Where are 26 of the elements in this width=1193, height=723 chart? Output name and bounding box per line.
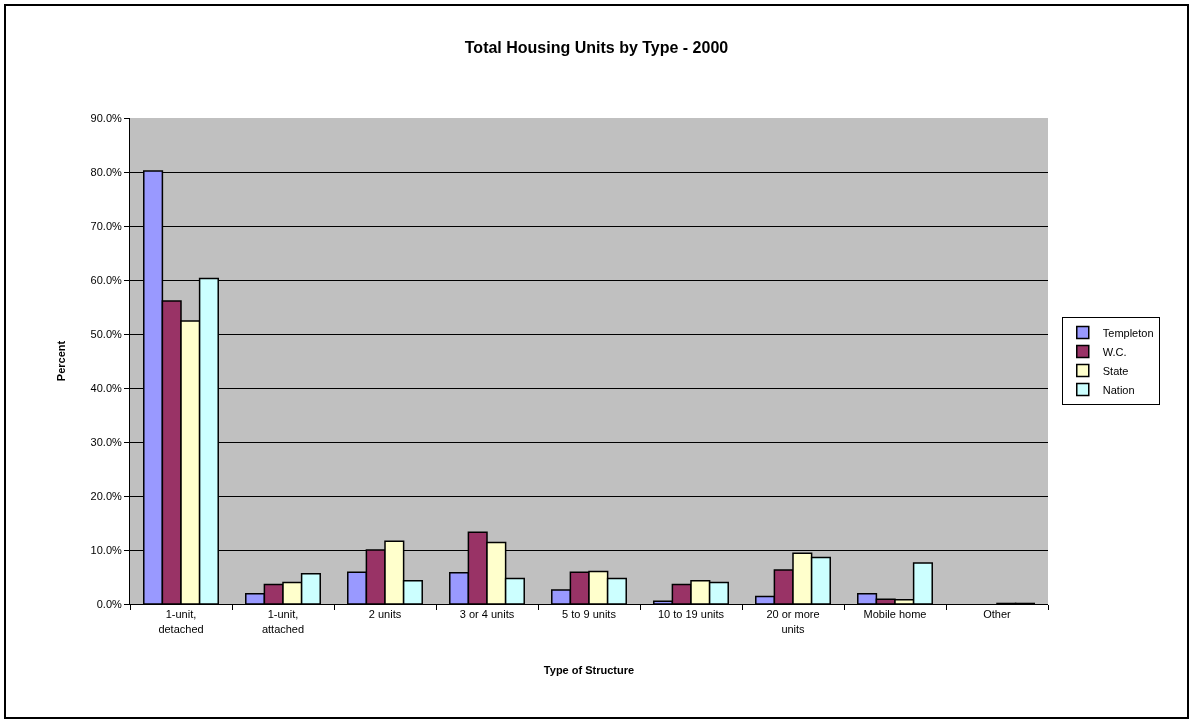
x-tick-label: 2 units (368, 608, 402, 621)
x-tick-label: 10 to 19 units (657, 608, 725, 621)
chart-title: Total Housing Units by Type - 2000 (464, 38, 729, 56)
legend-label: Nation (1102, 383, 1135, 396)
y-tick-label: 40.0% (90, 381, 123, 394)
y-tick-label: 80.0% (90, 165, 123, 178)
x-tick-label: 3 or 4 units (459, 608, 515, 621)
y-axis-title: Percent (55, 340, 68, 382)
x-tick-label: 1-unit, detached (158, 608, 204, 635)
x-tick-label: 1-unit, attached (261, 608, 305, 635)
x-tick-label: 5 to 9 units (562, 608, 617, 621)
y-tick-label: 10.0% (90, 543, 123, 556)
y-tick-label: 30.0% (90, 435, 123, 448)
y-tick-label: 0.0% (96, 597, 123, 610)
y-tick-label: 90.0% (90, 111, 123, 124)
y-tick-label: 60.0% (90, 273, 123, 286)
y-tick-label: 70.0% (90, 219, 123, 232)
y-tick-label: 50.0% (90, 327, 123, 340)
x-tick-label: Other (983, 608, 1012, 621)
y-tick-label: 20.0% (90, 489, 123, 502)
x-tick-label: Mobile home (863, 608, 927, 621)
x-axis-title: Type of Structure (543, 663, 635, 676)
legend-label: Templeton (1102, 326, 1154, 339)
legend-label: State (1102, 364, 1129, 377)
x-tick-label: 20 or more units (766, 608, 820, 635)
legend-label: W.C. (1102, 345, 1127, 358)
